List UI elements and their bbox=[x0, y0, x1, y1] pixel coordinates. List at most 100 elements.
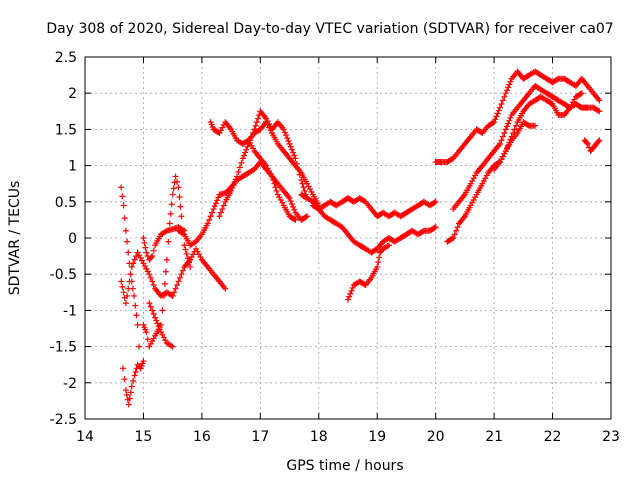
data-point bbox=[584, 140, 591, 147]
y-axis-label: SDTVAR / TECUs bbox=[7, 181, 23, 296]
data-point bbox=[143, 249, 150, 256]
data-point bbox=[190, 251, 197, 258]
data-point bbox=[578, 90, 585, 97]
data-point bbox=[495, 107, 502, 114]
data-point bbox=[450, 235, 457, 241]
data-point bbox=[577, 90, 584, 97]
data-point bbox=[502, 90, 509, 97]
series-track-n bbox=[345, 242, 392, 303]
data-point bbox=[244, 143, 251, 150]
data-point bbox=[240, 152, 247, 159]
data-point bbox=[215, 194, 222, 201]
data-point bbox=[595, 107, 602, 114]
data-point bbox=[470, 175, 477, 182]
data-point bbox=[127, 389, 134, 396]
data-point bbox=[496, 104, 503, 111]
data-point bbox=[143, 329, 150, 336]
y-tick-label: -2 bbox=[63, 376, 77, 392]
data-point bbox=[525, 122, 532, 129]
data-point bbox=[169, 191, 176, 198]
series-track-r bbox=[491, 119, 539, 173]
data-point bbox=[210, 206, 217, 213]
series-track-h bbox=[175, 158, 311, 249]
data-point bbox=[492, 116, 499, 123]
y-tick-label: -1.5 bbox=[50, 340, 77, 356]
data-point bbox=[172, 285, 179, 292]
data-point bbox=[285, 137, 292, 144]
data-point bbox=[133, 253, 140, 260]
data-point bbox=[287, 143, 294, 150]
data-point bbox=[147, 340, 154, 347]
data-point bbox=[432, 224, 439, 231]
data-point bbox=[122, 387, 129, 394]
y-tick-label: -0.5 bbox=[50, 267, 77, 283]
x-tick-label: 16 bbox=[193, 429, 211, 445]
data-point bbox=[165, 238, 172, 245]
data-point bbox=[126, 395, 133, 402]
data-point bbox=[283, 132, 290, 139]
data-point bbox=[119, 283, 126, 290]
data-point bbox=[250, 130, 257, 137]
data-point bbox=[502, 126, 509, 133]
data-point bbox=[119, 365, 126, 372]
x-tick-label: 23 bbox=[602, 429, 620, 445]
data-point bbox=[269, 173, 276, 180]
data-point bbox=[159, 331, 166, 338]
data-point bbox=[171, 289, 178, 296]
data-point bbox=[209, 209, 216, 216]
data-point bbox=[131, 292, 138, 299]
data-point bbox=[596, 137, 603, 144]
data-point bbox=[235, 168, 242, 175]
series-track-c bbox=[118, 249, 176, 307]
data-point bbox=[298, 177, 305, 184]
data-point bbox=[233, 173, 240, 180]
data-point bbox=[286, 140, 293, 147]
series-track-k bbox=[245, 137, 299, 223]
data-point bbox=[288, 200, 295, 207]
data-point bbox=[128, 383, 135, 390]
series-track-s bbox=[581, 137, 603, 155]
data-point bbox=[149, 253, 156, 260]
data-point bbox=[276, 194, 283, 201]
data-point bbox=[513, 122, 520, 129]
data-point bbox=[499, 133, 506, 140]
data-point bbox=[238, 159, 245, 166]
data-point bbox=[595, 138, 602, 145]
data-point bbox=[293, 160, 300, 167]
data-point bbox=[156, 326, 163, 333]
x-tick-label: 19 bbox=[368, 429, 386, 445]
data-point bbox=[179, 267, 186, 274]
data-point bbox=[496, 140, 503, 147]
x-tick-label: 20 bbox=[427, 429, 445, 445]
data-point bbox=[118, 184, 125, 191]
data-point bbox=[161, 280, 168, 287]
data-point bbox=[147, 274, 154, 281]
series-track-a bbox=[118, 184, 144, 372]
data-point bbox=[130, 377, 137, 384]
data-point bbox=[451, 231, 458, 238]
data-point bbox=[385, 242, 392, 249]
data-point bbox=[499, 153, 506, 160]
chart-title: Day 308 of 2020, Sidereal Day-to-day VTE… bbox=[46, 21, 613, 37]
data-point bbox=[121, 376, 128, 383]
data-point bbox=[239, 155, 246, 162]
data-point bbox=[144, 268, 151, 275]
data-point bbox=[301, 187, 308, 194]
data-point bbox=[159, 307, 166, 314]
series-track-e bbox=[140, 224, 188, 263]
data-point bbox=[176, 274, 183, 281]
data-point bbox=[302, 214, 309, 221]
data-point bbox=[214, 197, 221, 204]
data-point bbox=[506, 117, 513, 124]
data-point bbox=[222, 285, 229, 292]
data-point bbox=[140, 260, 147, 267]
data-point bbox=[183, 250, 190, 257]
data-point bbox=[174, 282, 181, 289]
x-axis-label: GPS time / hours bbox=[286, 458, 403, 474]
data-point bbox=[178, 213, 185, 220]
data-point bbox=[138, 257, 145, 264]
data-point bbox=[167, 210, 174, 217]
data-point bbox=[511, 126, 518, 133]
data-point bbox=[493, 113, 500, 120]
y-tick-label: 0.5 bbox=[55, 195, 77, 211]
